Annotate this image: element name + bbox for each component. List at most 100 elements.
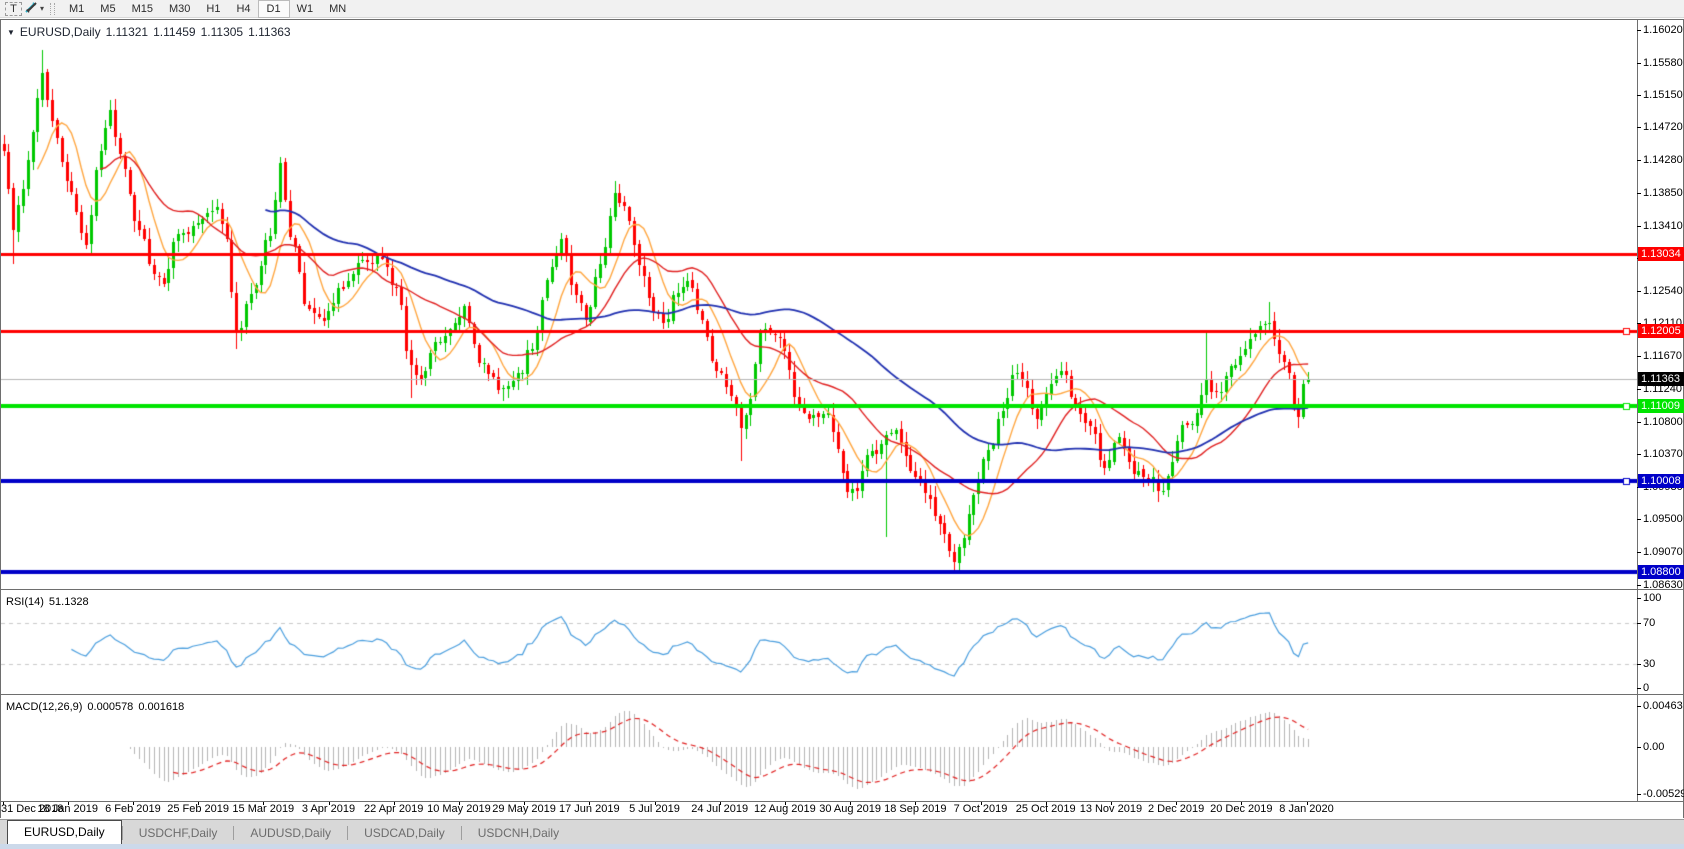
price-tick-label: 1.13410 xyxy=(1643,219,1683,232)
timeframe-button-w1[interactable]: W1 xyxy=(289,1,322,17)
price-tick-mark xyxy=(1637,584,1641,586)
date-tick-mark xyxy=(589,802,591,805)
rsi-tick-label: 0 xyxy=(1643,682,1650,694)
timeframe-button-mn[interactable]: MN xyxy=(321,1,354,17)
price-tick-mark xyxy=(1637,225,1641,227)
price-tick-mark xyxy=(1637,421,1641,423)
arrange-windows-button[interactable]: ▾ xyxy=(22,1,46,16)
price-tick-label: 1.11670 xyxy=(1643,350,1682,363)
date-tick-mark xyxy=(2,802,4,805)
price-tick-mark xyxy=(1637,290,1641,292)
date-tick-label: 22 Apr 2019 xyxy=(364,803,424,815)
tab-audusd-daily[interactable]: AUDUSD,Daily xyxy=(250,826,332,840)
price-tick-label: 1.12540 xyxy=(1643,284,1683,297)
chart-window-left-border xyxy=(0,19,1,818)
date-tick-label: 17 Jun 2019 xyxy=(559,803,620,815)
date-tick-mark xyxy=(915,802,917,805)
price-tick-label: 1.15150 xyxy=(1643,88,1683,101)
tab-usdchf-daily[interactable]: USDCHF,Daily xyxy=(138,826,218,840)
macd-tick-label: 0.00463 xyxy=(1643,700,1683,713)
timeframe-button-group: M1 M5 M15 M30 H1 H4 D1 W1 MN xyxy=(61,0,354,18)
rsi-tick-label: 30 xyxy=(1643,657,1656,670)
price-tick-mark xyxy=(1637,551,1641,553)
hline-price-label[interactable]: 1.12005 xyxy=(1638,324,1684,339)
arrange-windows-icon xyxy=(24,1,38,17)
date-tick-label: 20 Dec 2019 xyxy=(1210,803,1273,815)
rsi-indicator-canvas[interactable] xyxy=(1,592,1637,694)
toolbar-separator xyxy=(50,2,56,15)
rsi-panel-divider[interactable] xyxy=(0,589,1684,590)
price-tick-label: 1.09070 xyxy=(1643,545,1683,558)
hline-price-label[interactable]: 1.10008 xyxy=(1638,474,1684,489)
macd-main-value: 0.000578 xyxy=(87,701,134,713)
price-tick-mark xyxy=(1637,94,1641,96)
rsi-current-value: 51.1328 xyxy=(48,596,89,608)
timeframe-button-h1[interactable]: H1 xyxy=(198,1,228,17)
date-tick-label: 3 Apr 2019 xyxy=(301,803,356,815)
date-tick-label: 10 May 2019 xyxy=(427,803,491,815)
date-tick-label: 18 Jan 2019 xyxy=(37,803,98,815)
date-tick-label: 8 Jan 2020 xyxy=(1279,803,1334,815)
macd-indicator-canvas[interactable] xyxy=(1,697,1637,801)
price-tick-mark xyxy=(1637,192,1641,194)
macd-label: MACD(12,26,9) 0.000578 0.001618 xyxy=(6,701,184,713)
tab-separator xyxy=(233,826,235,840)
rsi-tick-label: 100 xyxy=(1643,592,1662,604)
open-value: 1.11321 xyxy=(105,25,149,39)
macd-tick-mark xyxy=(1637,793,1641,795)
timeframe-button-h4[interactable]: H4 xyxy=(228,1,258,17)
low-value: 1.11305 xyxy=(200,25,244,39)
date-tick-mark xyxy=(1110,802,1112,805)
timeframe-button-d1[interactable]: D1 xyxy=(257,0,290,18)
tab-separator xyxy=(347,826,349,840)
rsi-label: RSI(14) 51.1328 xyxy=(6,596,89,608)
chart-window-top-border xyxy=(0,19,1684,20)
date-tick-mark xyxy=(393,802,395,805)
timeframe-button-m30[interactable]: M30 xyxy=(161,1,198,17)
hline-price-label[interactable]: 1.11009 xyxy=(1638,398,1684,413)
macd-panel-divider[interactable] xyxy=(0,694,1684,695)
rsi-tick-mark xyxy=(1637,623,1641,625)
chart-collapse-icon[interactable]: ▼ xyxy=(7,27,15,37)
timeframe-button-m15[interactable]: M15 xyxy=(124,1,161,17)
date-tick-label: 25 Feb 2019 xyxy=(167,803,229,815)
chart-tabs-bar: EURUSD,Daily USDCHF,Daily AUDUSD,Daily USDC… xyxy=(0,819,1684,844)
date-tick-label: 13 Nov 2019 xyxy=(1079,803,1143,815)
date-tick-label: 12 Aug 2019 xyxy=(753,803,816,815)
date-tick-mark xyxy=(132,802,134,805)
tab-usdcad-daily[interactable]: USDCAD,Daily xyxy=(364,826,445,840)
candlestick-chart-canvas[interactable] xyxy=(1,21,1637,589)
price-tick-mark xyxy=(1637,127,1641,129)
date-tick-label: 29 May 2019 xyxy=(492,803,556,815)
tab-usdcnh-daily[interactable]: USDCNH,Daily xyxy=(477,826,560,840)
date-axis-divider xyxy=(0,801,1684,802)
date-tick-label: 2 Dec 2019 xyxy=(1147,803,1205,815)
macd-tick-mark xyxy=(1637,706,1641,708)
timeframe-button-m5[interactable]: M5 xyxy=(92,1,123,17)
date-tick-mark xyxy=(1306,802,1308,805)
tab-eurusd-daily[interactable]: EURUSD,Daily xyxy=(7,820,122,844)
hline-price-label[interactable]: 1.08800 xyxy=(1638,564,1684,579)
date-tick-mark xyxy=(1176,802,1178,805)
text-tool-button[interactable]: T xyxy=(5,1,22,16)
date-tick-label: 30 Aug 2019 xyxy=(819,803,881,815)
rsi-tick-label: 70 xyxy=(1643,617,1656,630)
price-tick-label: 1.09500 xyxy=(1643,513,1683,526)
close-value: 1.11363 xyxy=(248,25,291,39)
date-tick-mark xyxy=(784,802,786,805)
symbol-period-label: EURUSD,Daily xyxy=(19,25,101,39)
date-tick-label: 31 Dec 2018 xyxy=(1,803,64,815)
macd-tick-label: 0.00 xyxy=(1643,741,1665,753)
date-tick-label: 15 Mar 2019 xyxy=(232,803,295,815)
date-tick-label: 24 Jul 2019 xyxy=(691,803,749,815)
hline-price-label[interactable]: 1.13034 xyxy=(1638,246,1684,261)
status-strip xyxy=(0,844,1684,849)
macd-name: MACD(12,26,9) xyxy=(6,701,83,713)
current-price-label: 1.11363 xyxy=(1638,372,1684,387)
price-tick-label: 1.14280 xyxy=(1643,154,1683,167)
price-tick-label: 1.08630 xyxy=(1643,578,1683,591)
tab-separator xyxy=(121,826,123,840)
timeframe-button-m1[interactable]: M1 xyxy=(61,1,92,17)
date-tick-mark xyxy=(980,802,982,805)
